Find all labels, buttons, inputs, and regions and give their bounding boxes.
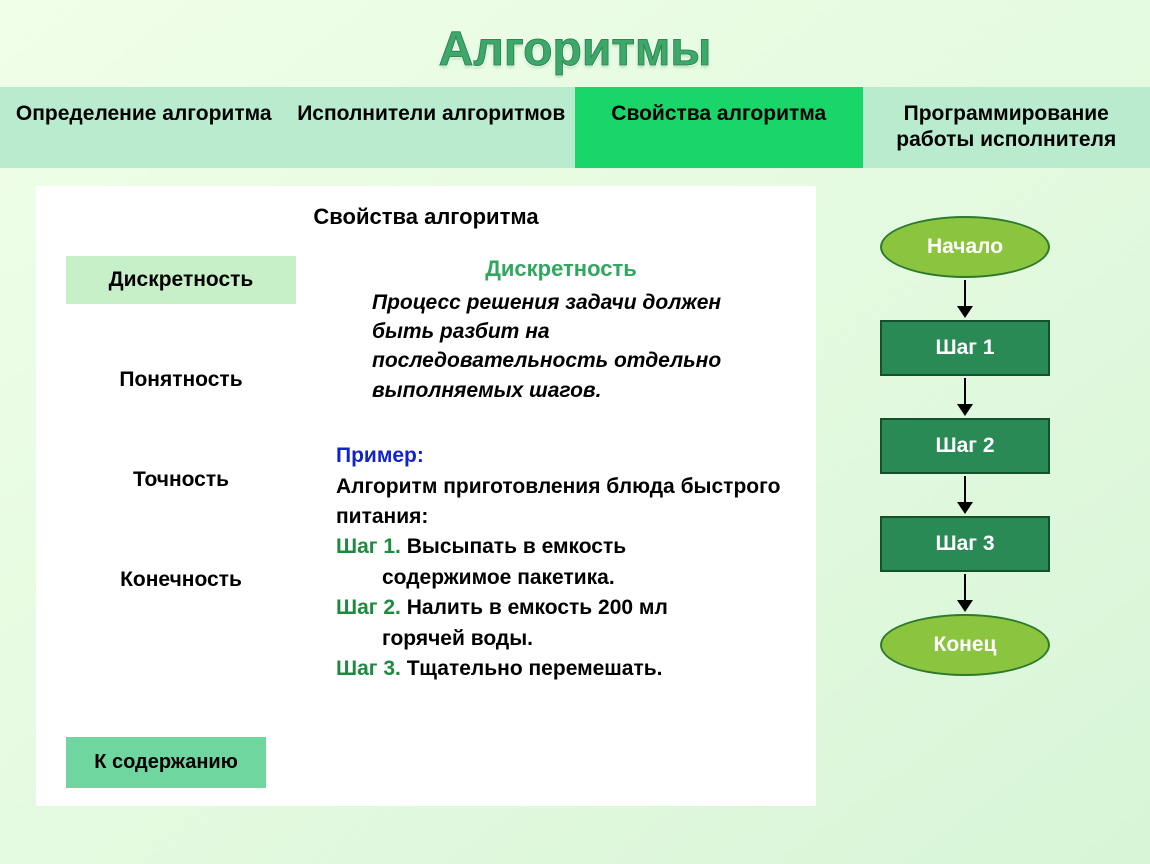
step-num: Шаг 3. xyxy=(336,657,401,680)
example-intro: Алгоритм приготовления блюда быстрого пи… xyxy=(336,472,786,533)
definition-section: Дискретность Процесс решения задачи долж… xyxy=(336,256,786,685)
step-num: Шаг 2. xyxy=(336,596,401,619)
example-label: Пример: xyxy=(336,444,424,467)
content-area: Свойства алгоритма Дискретность Понятнос… xyxy=(0,168,1150,806)
example-block: Пример: Алгоритм приготовления блюда быс… xyxy=(336,441,786,685)
example-step-3: Шаг 3. Тщательно перемешать. xyxy=(336,654,786,684)
flowchart-step-2: Шаг 2 xyxy=(880,418,1050,474)
arrow-icon xyxy=(957,574,973,612)
example-step-1: Шаг 1. Высыпать в емкость xyxy=(336,532,786,562)
flowchart: Начало Шаг 1 Шаг 2 Шаг 3 Конец xyxy=(840,186,1090,806)
arrow-icon xyxy=(957,280,973,318)
example-step-2: Шаг 2. Налить в емкость 200 мл xyxy=(336,593,786,623)
step-text-cont: горячей воды. xyxy=(336,624,786,654)
prop-accuracy[interactable]: Точность xyxy=(66,456,296,504)
flowchart-step-1: Шаг 1 xyxy=(880,320,1050,376)
flowchart-start: Начало xyxy=(880,216,1050,278)
arrow-icon xyxy=(957,378,973,416)
property-list: Дискретность Понятность Точность Конечно… xyxy=(66,256,296,604)
prop-clarity[interactable]: Понятность xyxy=(66,356,296,404)
definition-title: Дискретность xyxy=(336,256,786,282)
tab-properties[interactable]: Свойства алгоритма xyxy=(575,87,863,168)
main-panel: Свойства алгоритма Дискретность Понятнос… xyxy=(36,186,816,806)
prop-discreteness[interactable]: Дискретность xyxy=(66,256,296,304)
page-title: Алгоритмы xyxy=(0,0,1150,87)
prop-finiteness[interactable]: Конечность xyxy=(66,556,296,604)
definition-body: Процесс решения задачи должен быть разби… xyxy=(372,288,780,406)
step-text-cont: содержимое пакетика. xyxy=(336,563,786,593)
tab-bar: Определение алгоритма Исполнители алгори… xyxy=(0,87,1150,168)
tab-programming[interactable]: Программирование работы исполнителя xyxy=(863,87,1150,168)
arrow-icon xyxy=(957,476,973,514)
step-text: Высыпать в емкость xyxy=(407,535,626,558)
panel-heading: Свойства алгоритма xyxy=(36,204,816,230)
step-text: Тщательно перемешать. xyxy=(407,657,663,680)
step-num: Шаг 1. xyxy=(336,535,401,558)
step-text: Налить в емкость 200 мл xyxy=(407,596,668,619)
flowchart-step-3: Шаг 3 xyxy=(880,516,1050,572)
flowchart-end: Конец xyxy=(880,614,1050,676)
toc-button[interactable]: К содержанию xyxy=(66,737,266,788)
tab-executors[interactable]: Исполнители алгоритмов xyxy=(288,87,576,168)
tab-definition[interactable]: Определение алгоритма xyxy=(0,87,288,168)
